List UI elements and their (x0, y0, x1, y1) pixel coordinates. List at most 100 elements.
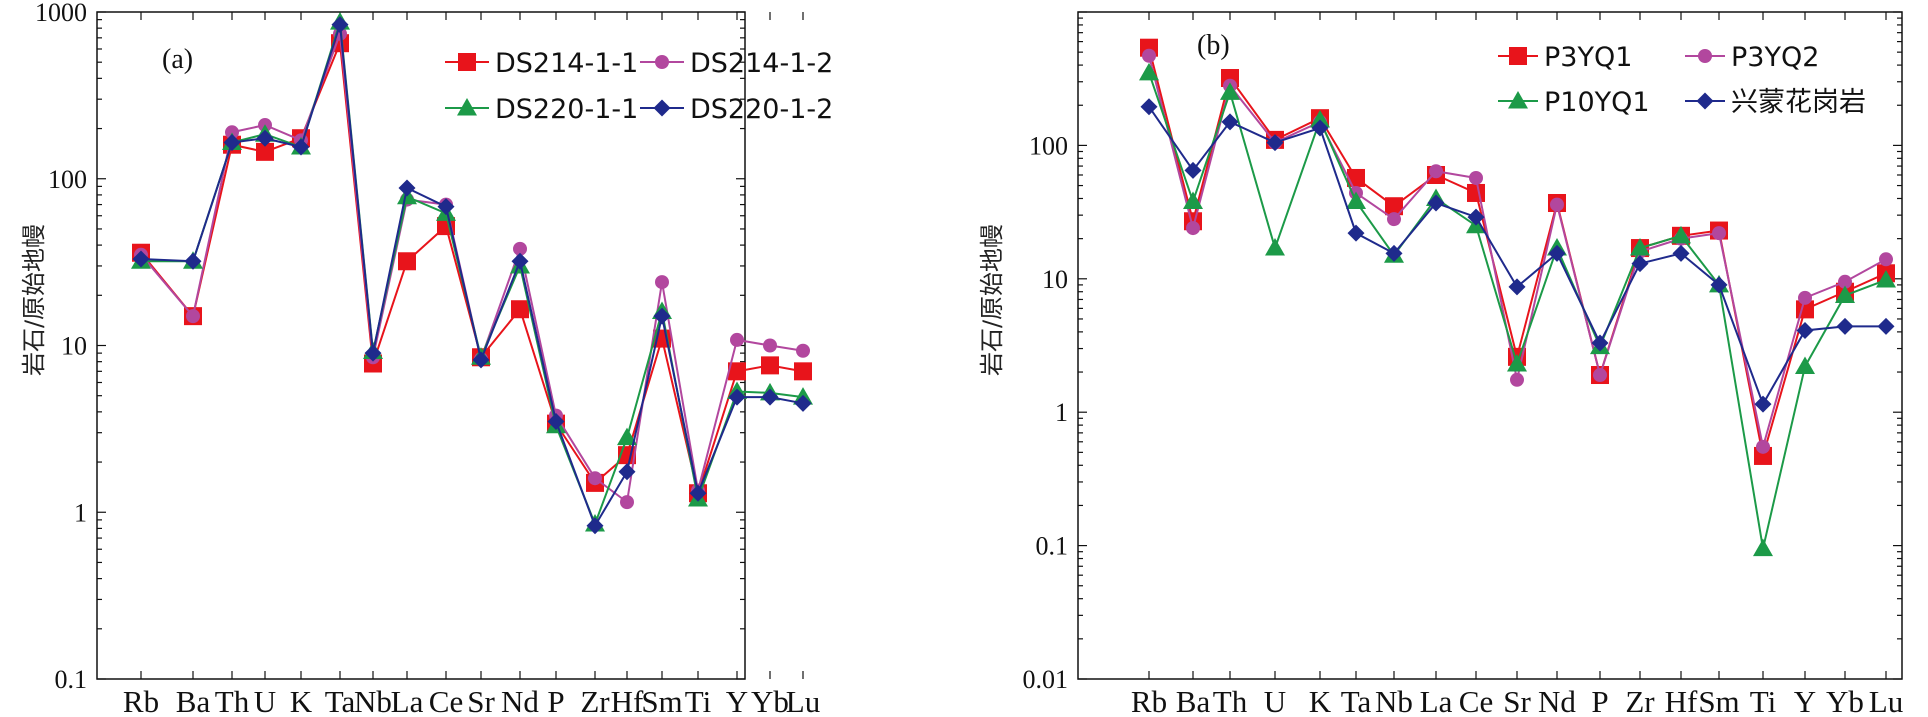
data-point-4 (256, 129, 274, 147)
x-tick-label: Ti (1750, 684, 1777, 717)
data-point-1 (794, 362, 812, 381)
data-point-4 (331, 16, 349, 34)
legend-label: P3YQ2 (1731, 42, 1819, 73)
x-tick-label: Yb (1826, 684, 1864, 717)
y-tick-label: 0.1 (1036, 532, 1069, 561)
data-point-3 (617, 427, 637, 446)
x-tick-label: U (1264, 684, 1286, 717)
data-point-3 (1835, 285, 1855, 303)
data-point-4 (1591, 334, 1609, 352)
data-point-4 (184, 252, 202, 270)
data-point-3 (1671, 225, 1691, 244)
x-tick-label: Sr (1503, 684, 1531, 717)
data-point-2 (763, 338, 777, 353)
data-point-2 (1387, 212, 1401, 227)
y-tick-label: 0.1 (55, 665, 88, 694)
x-tick-label: Sr (467, 684, 495, 717)
data-point-4 (472, 351, 490, 369)
data-point-2 (620, 495, 634, 510)
x-tick-label: La (391, 684, 424, 717)
data-point-3 (1139, 62, 1159, 81)
y-tick-label: 1 (74, 498, 87, 527)
x-tick-label: Y (1794, 684, 1816, 717)
data-point-4 (547, 413, 565, 431)
x-tick-label: Ce (1459, 684, 1493, 717)
x-tick-label: Nd (501, 684, 539, 717)
data-point-2 (186, 309, 200, 324)
data-point-2 (1550, 197, 1564, 212)
data-point-4 (398, 179, 416, 197)
data-point-1 (1467, 183, 1485, 202)
data-point-4 (364, 344, 382, 362)
y-axis-title: 岩石/原始地幔 (978, 224, 1006, 376)
data-point-4 (1385, 244, 1403, 262)
legend-marker (1509, 47, 1527, 65)
data-point-2 (796, 343, 810, 358)
data-point-1 (761, 356, 779, 375)
legend-label: DS214-1-2 (690, 48, 833, 79)
legend-label: DS220-1-2 (690, 94, 833, 125)
data-point-4 (1672, 244, 1690, 262)
x-tick-label: Nd (1538, 684, 1576, 717)
legend-label: DS220-1-1 (495, 94, 638, 125)
x-tick-label: Lu (1869, 684, 1903, 717)
x-tick-label: P (1591, 684, 1608, 717)
x-tick-label: Nb (1375, 684, 1413, 717)
data-point-4 (1796, 321, 1814, 339)
data-point-2 (225, 125, 239, 140)
x-tick-label: Ti (685, 684, 712, 717)
data-point-4 (1710, 276, 1728, 294)
y-tick-label: 1000 (35, 0, 87, 27)
data-point-3 (1630, 238, 1650, 256)
data-point-3 (1220, 82, 1240, 100)
x-tick-label: K (1309, 684, 1332, 717)
panel-b-chart: 0.01 0.1 1 10 100 Rb Ba Th U K Ta Nb La Ce Sr Nd P Zr Hf Sm… (978, 11, 1903, 717)
data-point-4 (586, 517, 604, 535)
data-point-4 (1184, 161, 1202, 179)
x-tick-label: Hf (1665, 684, 1698, 717)
data-point-1 (1347, 168, 1365, 187)
x-tick-label: Rb (123, 684, 159, 717)
data-point-2 (1142, 48, 1156, 63)
series-line-3 (1148, 72, 1887, 549)
x-tick-label: Ba (176, 684, 211, 717)
data-point-4 (653, 307, 671, 325)
x-tick-label: Ta (325, 684, 356, 717)
y-tick-label: 100 (1029, 131, 1068, 160)
legend-marker (458, 53, 476, 71)
data-point-4 (689, 484, 707, 502)
data-point-4 (1548, 244, 1566, 262)
data-point-3 (1876, 269, 1896, 288)
data-point-4 (437, 198, 455, 216)
x-tick-label: Sm (641, 684, 682, 717)
legend-label: DS214-1-1 (495, 48, 638, 79)
data-point-2 (588, 471, 602, 486)
data-point-1 (256, 142, 274, 161)
data-point-2 (1879, 252, 1893, 267)
data-point-4 (761, 388, 779, 406)
plot-frame (96, 11, 746, 680)
x-tick-label: Zr (1625, 684, 1655, 717)
y-tick-label: 100 (48, 165, 87, 194)
x-tick-label: Zr (580, 684, 610, 717)
x-tick-label: P (547, 684, 564, 717)
panel-label: (a) (162, 44, 193, 75)
legend-marker (1508, 91, 1528, 109)
x-tick-label: Ba (1176, 684, 1211, 717)
x-tick-label: Lu (786, 684, 820, 717)
x-tick-label: U (254, 684, 276, 717)
data-point-4 (1140, 98, 1158, 116)
data-point-4 (1877, 317, 1895, 335)
y-tick-label: 1 (1055, 398, 1068, 427)
data-point-2 (1798, 290, 1812, 305)
data-point-1 (1385, 197, 1403, 216)
data-point-4 (794, 394, 812, 412)
legend-marker (1696, 92, 1714, 110)
legend-label: P10YQ1 (1544, 87, 1650, 118)
data-point-4 (1508, 278, 1526, 296)
data-point-4 (1311, 119, 1329, 137)
data-point-4 (1427, 194, 1445, 212)
y-axis-title: 岩石/原始地幔 (20, 224, 48, 376)
data-point-4 (511, 252, 529, 270)
data-point-2 (1593, 368, 1607, 383)
